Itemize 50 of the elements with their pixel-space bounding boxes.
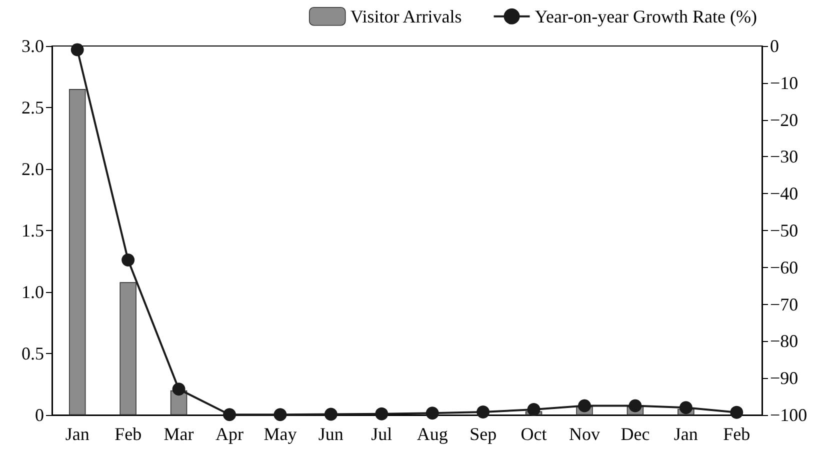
y2-tick-label: −30 — [770, 146, 798, 167]
y-tick-label: 3.0 — [22, 36, 44, 56]
x-tick-label: Mar — [164, 424, 194, 444]
point — [70, 43, 84, 56]
y2-tick-label: −40 — [770, 184, 798, 204]
y2-tick-label: −80 — [770, 331, 798, 352]
point — [527, 402, 540, 416]
y-tick-label: 2.5 — [22, 98, 44, 118]
x-tick-label: Dec — [620, 424, 650, 444]
y2-tick-label: −20 — [770, 110, 798, 130]
x-tick-label: Feb — [723, 424, 750, 444]
y2-tick-label: −70 — [770, 294, 798, 314]
y2-tick-label: −60 — [770, 257, 798, 278]
x-tick-label: Apr — [216, 424, 244, 444]
y2-tick-label: 0 — [770, 36, 779, 56]
y2-tick-label: −90 — [770, 368, 798, 388]
y-tick-label: 1.0 — [22, 282, 44, 302]
y-tick-label: 2.0 — [22, 159, 44, 179]
point — [324, 408, 338, 421]
y-tick-label: 1.5 — [22, 220, 44, 240]
point — [426, 406, 439, 420]
x-tick-label: May — [264, 424, 297, 444]
legend-label: Visitor Arrivals — [350, 6, 462, 26]
x-tick-label: Oct — [520, 424, 547, 444]
x-tick-label: Jan — [65, 424, 90, 444]
point — [476, 406, 490, 419]
y2-tick-label: −50 — [770, 220, 798, 240]
x-tick-label: Nov — [569, 424, 600, 444]
point — [122, 254, 135, 267]
bar — [68, 89, 86, 415]
y2-tick-label: −10 — [770, 72, 798, 93]
point — [172, 382, 186, 396]
bar — [120, 282, 136, 415]
point — [679, 401, 692, 414]
point — [628, 399, 642, 412]
x-tick-label: Aug — [416, 424, 448, 444]
point — [578, 399, 591, 412]
x-tick-label: Jan — [674, 424, 698, 444]
y-tick-label: 0.5 — [22, 344, 44, 364]
point — [274, 408, 287, 422]
x-tick-label: Jul — [371, 424, 392, 444]
x-tick-label: Sep — [470, 424, 497, 444]
y2-tick-label: −100 — [770, 405, 808, 425]
y-tick-label: 0 — [35, 405, 44, 425]
point — [730, 406, 744, 419]
x-tick-label: Feb — [114, 424, 142, 444]
point — [223, 408, 236, 422]
legend-label: Year-on-year Growth Rate (%) — [534, 6, 758, 26]
x-tick-label: Jun — [318, 424, 344, 444]
point — [375, 407, 388, 420]
